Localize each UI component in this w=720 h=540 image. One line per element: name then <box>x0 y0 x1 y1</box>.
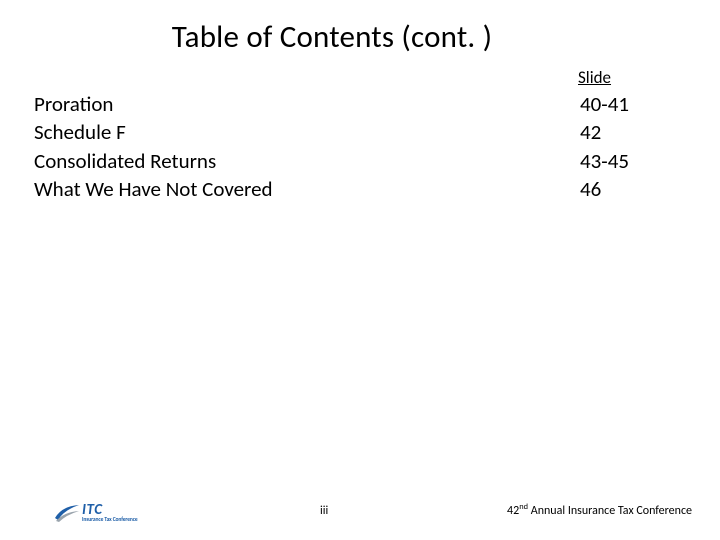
slide: Table of Contents (cont. ) Slide Prorati… <box>0 0 720 540</box>
conference-rest: Annual Insurance Tax Conference <box>528 504 692 518</box>
toc-pages: 42 <box>580 118 660 146</box>
page-title: Table of Contents (cont. ) <box>0 18 692 56</box>
toc-topic: Proration <box>34 90 113 118</box>
page-number: iii <box>320 504 328 518</box>
toc-row: Schedule F 42 <box>34 118 660 146</box>
column-header-slide: Slide <box>578 67 611 88</box>
toc-pages: 43-45 <box>580 147 660 175</box>
itc-logo: ITC Insurance Tax Conference <box>54 502 138 524</box>
logo-acronym: ITC <box>82 503 138 518</box>
toc-topic: What We Have Not Covered <box>34 175 273 203</box>
toc-topic: Consolidated Returns <box>34 147 216 175</box>
toc-pages: 40-41 <box>580 90 660 118</box>
conference-ordinal: nd <box>519 502 528 512</box>
conference-prefix: 42 <box>507 504 519 518</box>
logo-subtitle: Insurance Tax Conference <box>82 518 138 524</box>
toc-row: Consolidated Returns 43-45 <box>34 147 660 175</box>
table-of-contents: Proration 40-41 Schedule F 42 Consolidat… <box>34 90 660 203</box>
footer: ITC Insurance Tax Conference iii 42nd An… <box>0 486 720 526</box>
toc-row: Proration 40-41 <box>34 90 660 118</box>
toc-topic: Schedule F <box>34 118 126 146</box>
logo-swoosh-icon <box>54 502 80 524</box>
toc-row: What We Have Not Covered 46 <box>34 175 660 203</box>
logo-text: ITC Insurance Tax Conference <box>82 503 138 524</box>
conference-label: 42nd Annual Insurance Tax Conference <box>507 504 692 518</box>
toc-pages: 46 <box>580 175 660 203</box>
